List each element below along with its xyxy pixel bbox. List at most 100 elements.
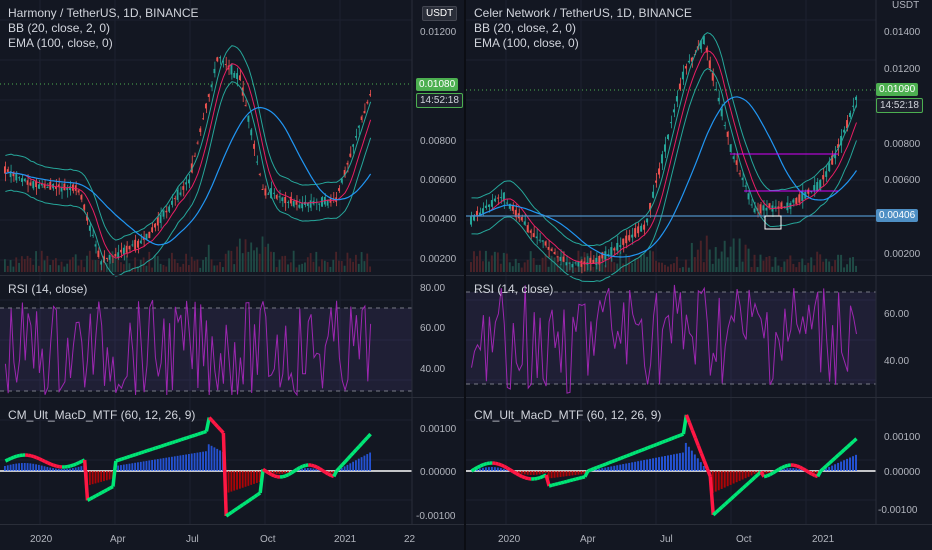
- macd-line-segment: [194, 432, 199, 437]
- macd-line-segment: [726, 497, 733, 503]
- candle-body: [253, 143, 255, 149]
- macd-histogram-bar: [523, 471, 526, 475]
- left-macd-title[interactable]: CM_Ult_MacD_MTF (60, 12, 26, 9): [8, 408, 196, 422]
- macd-line-segment: [230, 508, 236, 514]
- volume-bar: [97, 259, 100, 272]
- macd-histogram-bar: [15, 463, 18, 471]
- candle-body: [783, 206, 786, 208]
- macd-histogram-bar: [496, 467, 499, 471]
- right-pane-divider[interactable]: [466, 275, 932, 276]
- macd-line-segment: [778, 466, 783, 471]
- candle-body: [837, 144, 840, 149]
- right-ema-legend[interactable]: EMA (100, close, 0): [474, 36, 579, 50]
- candle-body: [678, 83, 681, 90]
- volume-bar: [589, 256, 592, 272]
- macd-histogram-bar: [74, 467, 77, 471]
- left-symbol-title[interactable]: Harmony / TetherUS, 1D, BINANCE: [8, 6, 199, 20]
- right-pane-divider[interactable]: [466, 397, 932, 398]
- volume-bar: [487, 261, 490, 272]
- volume-bar: [69, 259, 71, 272]
- macd-line-segment: [236, 504, 242, 510]
- macd-histogram-bar: [355, 460, 357, 471]
- macd-histogram-bar: [54, 468, 57, 471]
- macd-line-segment: [149, 447, 154, 452]
- volume-bar: [622, 263, 625, 272]
- macd-histogram-bar: [20, 463, 23, 471]
- right-rsi-title[interactable]: RSI (14, close): [474, 282, 554, 296]
- volume-bar: [652, 251, 655, 272]
- candle-body: [40, 183, 43, 186]
- candle-body: [547, 246, 550, 250]
- macd-line-segment: [270, 473, 276, 478]
- volume-bar: [88, 250, 91, 272]
- macd-line-segment: [702, 460, 709, 470]
- macd-histogram-bar: [272, 471, 275, 474]
- macd-histogram-bar: [541, 471, 544, 474]
- macd-line-segment: [673, 434, 679, 440]
- left-pane-divider[interactable]: [0, 397, 464, 398]
- left-time-tick: Oct: [260, 534, 276, 545]
- left-chart-pane[interactable]: Harmony / TetherUS, 1D, BINANCE BB (20, …: [0, 0, 464, 550]
- candle-body: [193, 155, 196, 157]
- candle-body: [490, 200, 493, 207]
- volume-bar: [253, 250, 255, 272]
- macd-line-segment: [44, 459, 49, 465]
- macd-line-segment: [583, 470, 590, 478]
- right-chart-canvas[interactable]: [466, 0, 932, 550]
- macd-line-segment: [166, 441, 171, 447]
- candle-body: [699, 40, 702, 50]
- macd-line-segment: [482, 462, 487, 467]
- left-rsi-title[interactable]: RSI (14, close): [8, 282, 88, 296]
- volume-bar: [204, 257, 207, 272]
- macd-line-segment: [506, 466, 512, 472]
- volume-bar: [355, 254, 357, 272]
- macd-histogram-bar: [210, 445, 213, 471]
- volume-bar: [520, 267, 523, 272]
- left-bb-legend[interactable]: BB (20, close, 2, 0): [8, 21, 111, 35]
- volume-bar: [207, 244, 210, 272]
- right-currency-label[interactable]: USDT: [892, 0, 920, 11]
- macd-histogram-bar: [499, 468, 502, 471]
- volume-bar: [840, 254, 843, 272]
- volume-bar: [741, 261, 744, 272]
- volume-bar: [199, 267, 202, 272]
- right-chart-pane[interactable]: Celer Network / TetherUS, 1D, BINANCE BB…: [466, 0, 932, 550]
- volume-bar: [46, 255, 49, 272]
- candle-body: [502, 192, 505, 202]
- macd-histogram-bar: [577, 471, 580, 475]
- right-macd-title[interactable]: CM_Ult_MacD_MTF (60, 12, 26, 9): [474, 408, 662, 422]
- candle-body: [134, 239, 137, 251]
- left-countdown-tag: 14:52:18: [416, 93, 463, 108]
- left-currency-badge[interactable]: USDT: [422, 6, 458, 21]
- chart-split-divider[interactable]: [464, 0, 466, 550]
- volume-bar: [18, 262, 20, 272]
- candle-body: [281, 197, 284, 202]
- volume-bar: [100, 263, 103, 272]
- left-chart-canvas[interactable]: [0, 0, 464, 550]
- volume-bar: [128, 263, 131, 272]
- candle-body: [23, 178, 26, 182]
- volume-bar: [216, 265, 219, 272]
- macd-line-segment: [41, 458, 46, 464]
- volume-bar: [83, 267, 86, 272]
- volume-bar: [71, 257, 74, 272]
- volume-bar: [360, 252, 363, 272]
- right-bb-legend[interactable]: BB (20, close, 2, 0): [474, 21, 577, 35]
- candle-body: [264, 188, 267, 196]
- candle-body: [346, 162, 349, 165]
- left-ema-legend[interactable]: EMA (100, close, 0): [8, 36, 113, 50]
- candle-body: [4, 166, 6, 174]
- left-time-tick: 22: [404, 534, 416, 545]
- macd-line-segment: [486, 461, 490, 466]
- candle-body: [759, 204, 762, 214]
- left-price-tick: 0.00400: [420, 214, 457, 225]
- macd-line-segment: [599, 463, 604, 469]
- macd-histogram-bar: [837, 462, 840, 471]
- left-pane-divider[interactable]: [0, 275, 464, 276]
- right-symbol-title[interactable]: Celer Network / TetherUS, 1D, BINANCE: [474, 6, 692, 20]
- volume-bar: [646, 256, 649, 272]
- candle-body: [278, 196, 281, 198]
- macd-line-segment: [687, 421, 694, 431]
- macd-line-segment: [330, 473, 335, 479]
- macd-line-segment: [750, 475, 757, 482]
